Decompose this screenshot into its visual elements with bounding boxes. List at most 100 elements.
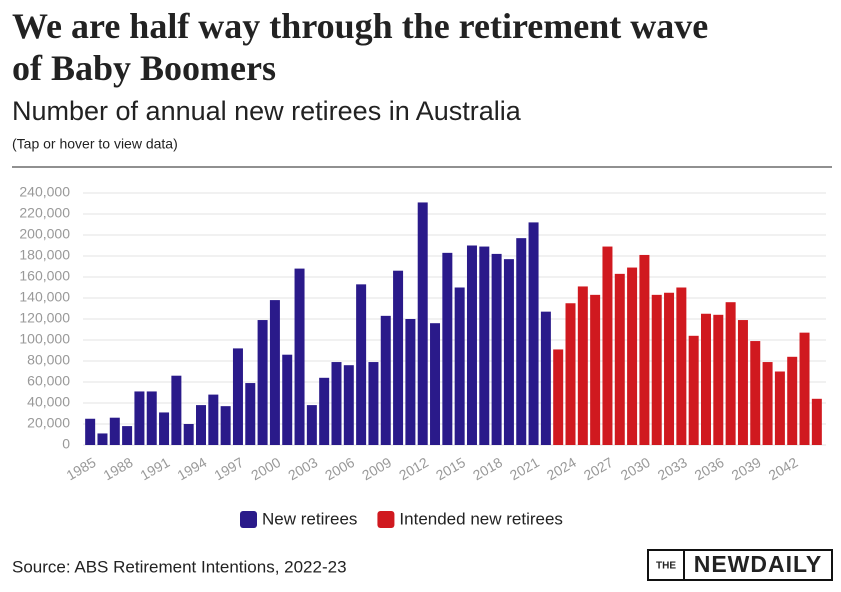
y-tick-label: 160,000	[19, 268, 70, 284]
y-tick-label: 0	[62, 436, 70, 452]
bar	[232, 348, 243, 445]
x-tick-label: 2000	[248, 454, 283, 484]
x-tick-label: 2003	[285, 454, 320, 484]
bar	[676, 287, 687, 445]
y-tick-label: 220,000	[19, 205, 70, 221]
bar	[664, 292, 675, 445]
logo-main: NEWDAILY	[694, 551, 823, 577]
x-tick-label: 2018	[470, 454, 505, 484]
legend-label: New retirees	[262, 509, 357, 528]
bar	[565, 303, 576, 445]
bar	[540, 311, 551, 445]
bar	[405, 319, 416, 445]
bar	[122, 426, 133, 445]
bar	[553, 349, 564, 445]
note: (Tap or hover to view data)	[12, 136, 178, 152]
y-tick-label: 80,000	[27, 352, 70, 368]
bar	[146, 391, 157, 445]
x-tick-label: 2027	[581, 454, 616, 484]
bar	[516, 238, 527, 445]
bar	[417, 202, 428, 445]
y-tick-label: 100,000	[19, 331, 70, 347]
legend-swatch	[240, 511, 257, 528]
chart-title: We are half way through the retirement w…	[12, 6, 708, 88]
bar	[430, 323, 441, 445]
y-tick-label: 20,000	[27, 415, 70, 431]
bar	[245, 383, 256, 445]
y-tick-label: 120,000	[19, 310, 70, 326]
bar	[651, 294, 662, 445]
bar	[688, 335, 699, 445]
bar	[393, 270, 404, 445]
bar	[799, 332, 810, 445]
bar	[737, 320, 748, 445]
y-tick-label: 60,000	[27, 373, 70, 389]
bar	[750, 341, 761, 445]
bar	[639, 254, 650, 445]
x-tick-label: 2033	[655, 454, 690, 484]
y-tick-label: 180,000	[19, 247, 70, 263]
x-tick-label: 2039	[729, 454, 764, 484]
x-tick-label: 1985	[64, 454, 99, 484]
bar	[257, 320, 268, 445]
bar	[774, 371, 785, 445]
y-tick-label: 240,000	[19, 184, 70, 200]
legend-swatch	[377, 511, 395, 528]
bar	[577, 286, 588, 445]
bar	[725, 302, 736, 445]
subtitle: Number of annual new retirees in Austral…	[12, 96, 522, 126]
x-tick-label: 1997	[211, 454, 246, 484]
title-line: We are half way through the retirement w…	[12, 6, 708, 46]
bar	[380, 315, 391, 445]
bar	[503, 259, 514, 445]
bar	[109, 417, 120, 445]
bar	[614, 273, 625, 445]
bar	[319, 377, 330, 445]
legend-label: Intended new retirees	[399, 509, 563, 528]
bar	[442, 252, 453, 445]
bar	[97, 433, 108, 445]
bar	[787, 356, 798, 445]
x-tick-label: 2030	[618, 454, 653, 484]
bar	[356, 284, 367, 445]
bar	[282, 354, 293, 445]
bar	[220, 406, 231, 445]
x-tick-label: 2036	[692, 454, 727, 484]
x-tick-label: 1994	[174, 454, 209, 484]
logo-box	[647, 549, 833, 581]
bar	[171, 375, 182, 445]
bar	[627, 267, 638, 445]
bar	[331, 362, 342, 445]
x-tick-label: 2006	[322, 454, 357, 484]
bar	[269, 300, 280, 445]
bar	[294, 268, 305, 445]
bar	[466, 245, 477, 445]
y-tick-label: 140,000	[19, 289, 70, 305]
bar	[479, 246, 490, 445]
x-tick-label: 1991	[137, 454, 172, 484]
bar	[196, 405, 207, 445]
bar	[159, 412, 170, 445]
x-tick-label: 1988	[100, 454, 135, 484]
x-tick-label: 2009	[359, 454, 394, 484]
bar	[590, 294, 601, 445]
bar	[208, 394, 219, 445]
y-tick-label: 40,000	[27, 394, 70, 410]
bar	[343, 365, 354, 445]
bar	[368, 362, 379, 445]
bar	[762, 362, 773, 445]
bar	[811, 398, 822, 445]
bar	[306, 405, 317, 445]
bar	[454, 287, 465, 445]
y-tick-label: 200,000	[19, 226, 70, 242]
x-tick-label: 2015	[433, 454, 468, 484]
source: Source: ABS Retirement Intentions, 2022-…	[12, 557, 347, 576]
logo-small: THE	[656, 561, 676, 572]
x-tick-label: 2012	[396, 454, 431, 484]
x-tick-label: 2021	[507, 454, 542, 484]
bar	[134, 391, 145, 445]
title-line: of Baby Boomers	[12, 48, 276, 88]
bar	[183, 424, 194, 445]
bar	[528, 222, 539, 445]
